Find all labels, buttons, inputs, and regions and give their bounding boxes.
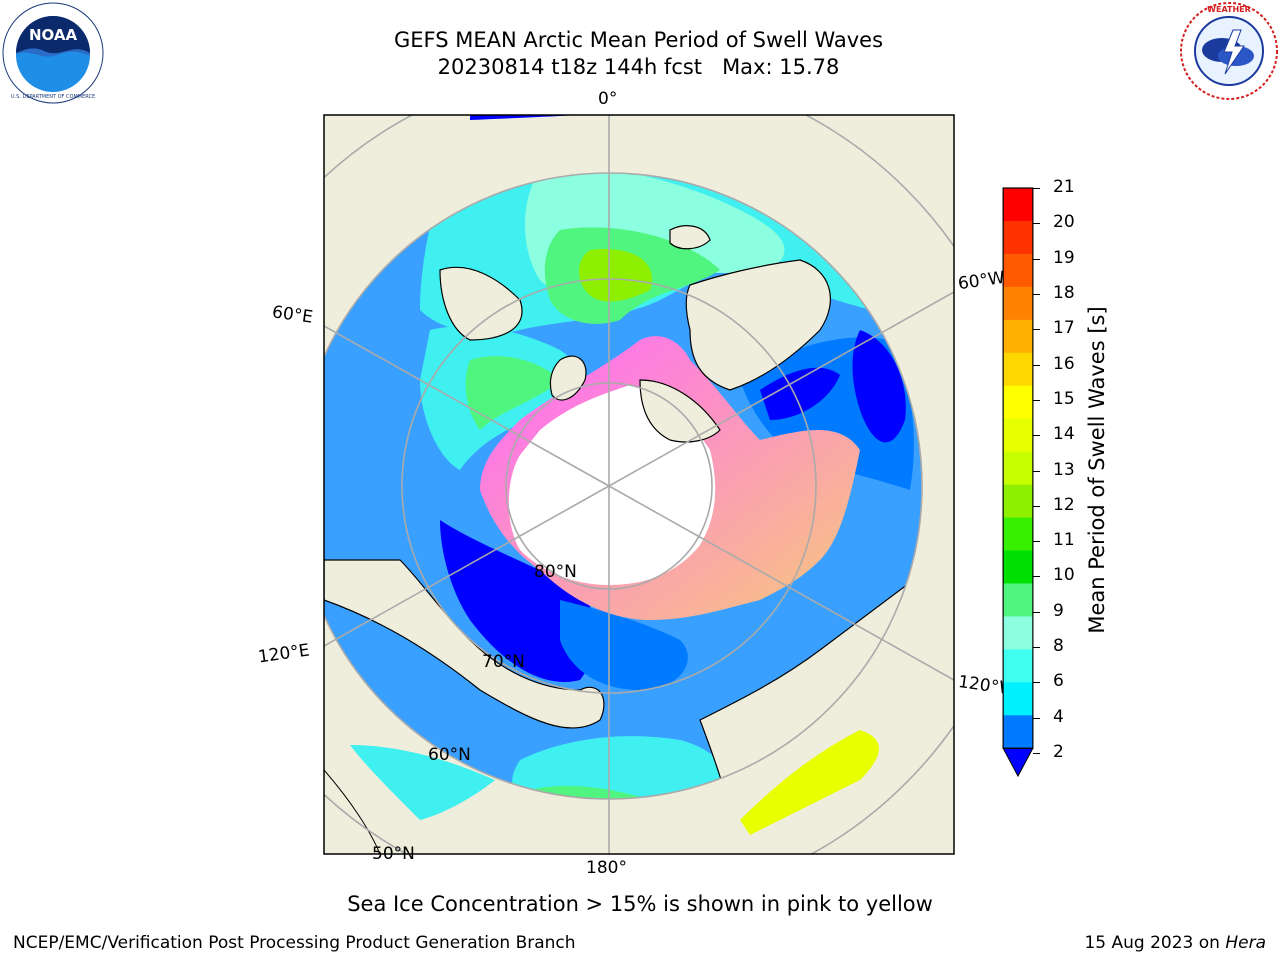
colorbar-segment xyxy=(1003,550,1033,584)
footer-machine: Hera xyxy=(1225,933,1266,953)
lon-label-180: 180° xyxy=(586,858,627,878)
lon-label-0: 0° xyxy=(598,89,618,109)
colorbar-tick-mark xyxy=(1033,223,1040,225)
colorbar-tick-label: 13 xyxy=(1053,459,1075,480)
colorbar-tick-mark xyxy=(1033,576,1040,578)
colorbar-tick-mark xyxy=(1033,258,1040,260)
lat-label-60n: 60°N xyxy=(428,745,471,765)
colorbar-segment xyxy=(1003,385,1033,420)
colorbar-tick-label: 9 xyxy=(1053,600,1064,621)
colorbar-tick-mark xyxy=(1033,541,1040,543)
colorbar-segment xyxy=(1003,649,1033,683)
colorbar xyxy=(1002,187,1034,778)
colorbar-tick-label: 2 xyxy=(1053,742,1064,762)
colorbar-tick-label: 18 xyxy=(1053,282,1075,303)
scandinavia xyxy=(439,266,523,341)
colorbar-tick-mark xyxy=(1033,399,1040,401)
north-atlantic-region xyxy=(470,115,580,120)
bering-sea xyxy=(350,745,495,820)
footer-date-text: 15 Aug 2023 on xyxy=(1084,933,1226,953)
no-data-area xyxy=(324,115,560,330)
colorbar-tick-label: 19 xyxy=(1053,247,1075,268)
svalbard xyxy=(669,225,711,250)
colorbar-tick-mark xyxy=(1033,470,1040,472)
colorbar-tick-mark xyxy=(1033,435,1040,437)
colorbar-segment xyxy=(1003,253,1033,288)
colorbar-segment xyxy=(1003,517,1033,552)
colorbar-segment xyxy=(1003,418,1033,453)
colorbar-tick-mark xyxy=(1033,647,1040,649)
colorbar-tick-label: 10 xyxy=(1053,565,1075,586)
colorbar-tick-mark xyxy=(1033,293,1040,295)
colorbar-tick-label: 4 xyxy=(1053,706,1064,727)
hudson-bay-region xyxy=(852,330,906,443)
colorbar-tick-label: 6 xyxy=(1053,671,1064,692)
graticule xyxy=(324,115,954,854)
colorbar-segment xyxy=(1003,484,1033,519)
chart-title: GEFS MEAN Arctic Mean Period of Swell Wa… xyxy=(393,28,884,52)
colorbar-tick-label: 17 xyxy=(1053,318,1075,339)
colorbar-tick-label: 8 xyxy=(1053,636,1064,657)
lat-label-50n: 50°N xyxy=(372,844,415,864)
colorbar-tick-mark xyxy=(1033,364,1040,366)
colorbar-segment xyxy=(1003,616,1033,650)
colorbar-tick-label: 15 xyxy=(1053,388,1075,409)
colorbar-segments xyxy=(1003,188,1033,749)
colorbar-tick-mark xyxy=(1033,611,1040,613)
colorbar-tick-label: 12 xyxy=(1053,494,1075,515)
colorbar-segment xyxy=(1003,715,1033,749)
colorbar-segment xyxy=(1003,352,1033,387)
colorbar-tick-mark xyxy=(1033,188,1040,189)
colorbar-tick-mark xyxy=(1033,505,1040,507)
footer-date: 15 Aug 2023 on Hera xyxy=(1084,933,1266,953)
colorbar-segment xyxy=(1003,319,1033,354)
colorbar-tick-mark xyxy=(1033,329,1040,331)
colorbar-tick-label: 21 xyxy=(1053,177,1075,197)
svg-text:WEATHER: WEATHER xyxy=(1207,5,1251,14)
colorbar-tick-label: 16 xyxy=(1053,353,1075,374)
lat-label-80n: 80°N xyxy=(534,562,577,582)
sea-ice-note: Sea Ice Concentration > 15% is shown in … xyxy=(347,892,933,916)
colorbar-extend-arrow xyxy=(1002,747,1034,778)
novaya-zemlya xyxy=(549,355,587,401)
colorbar-tick-label: 11 xyxy=(1053,530,1075,551)
gulf-of-alaska xyxy=(740,730,879,835)
noaa-logo: NOAA U.S. DEPARTMENT OF COMMERCE xyxy=(2,2,104,104)
colorbar-tick-mark xyxy=(1033,717,1040,719)
colorbar-segment xyxy=(1003,286,1033,321)
colorbar-tick-label: 14 xyxy=(1053,424,1075,445)
colorbar-tick-mark xyxy=(1033,682,1040,684)
colorbar-tick-label: 20 xyxy=(1053,212,1075,233)
footer-credit: NCEP/EMC/Verification Post Processing Pr… xyxy=(13,933,576,953)
noaa-logo-text: NOAA xyxy=(29,26,78,44)
colorbar-segment xyxy=(1003,188,1033,222)
chart-subtitle: 20230814 t18z 144h fcst Max: 15.78 xyxy=(437,55,840,79)
map-frame xyxy=(323,114,955,855)
colorbar-segment xyxy=(1003,583,1033,617)
colorbar-label: Mean Period of Swell Waves [s] xyxy=(1085,306,1109,634)
greenland xyxy=(685,259,831,391)
colorbar-segment xyxy=(1003,220,1033,255)
colorbar-frame xyxy=(1002,187,1034,749)
nws-logo: WEATHER xyxy=(1180,2,1278,100)
svg-text:U.S. DEPARTMENT OF COMMERCE: U.S. DEPARTMENT OF COMMERCE xyxy=(11,94,95,100)
colorbar-segment xyxy=(1003,682,1033,716)
colorbar-tick-mark xyxy=(1033,753,1040,754)
colorbar-segment xyxy=(1003,451,1033,486)
lat-label-70n: 70°N xyxy=(482,652,525,672)
